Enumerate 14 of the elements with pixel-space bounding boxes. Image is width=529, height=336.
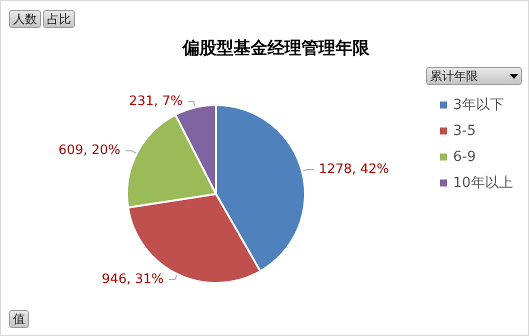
data-label: 609, 20% [58, 143, 120, 158]
legend-title: 累计年限 [430, 69, 478, 83]
data-label: 946, 31% [102, 272, 164, 288]
legend-label: 3-5 [453, 123, 476, 139]
chart-title: 偏股型基金经理管理年限 [182, 38, 370, 58]
data-label: 231, 7% [129, 94, 183, 110]
legend-label: 10年以上 [453, 175, 513, 191]
field-button: 人数 [9, 10, 41, 28]
field-button: 占比 [43, 10, 75, 28]
field-button: 值 [9, 310, 29, 328]
field-dropdown: 累计年限 [426, 67, 522, 85]
legend-label: 6-9 [453, 149, 476, 165]
data-label: 1278, 42% [318, 162, 390, 178]
legend-label: 3年以下 [453, 97, 504, 113]
